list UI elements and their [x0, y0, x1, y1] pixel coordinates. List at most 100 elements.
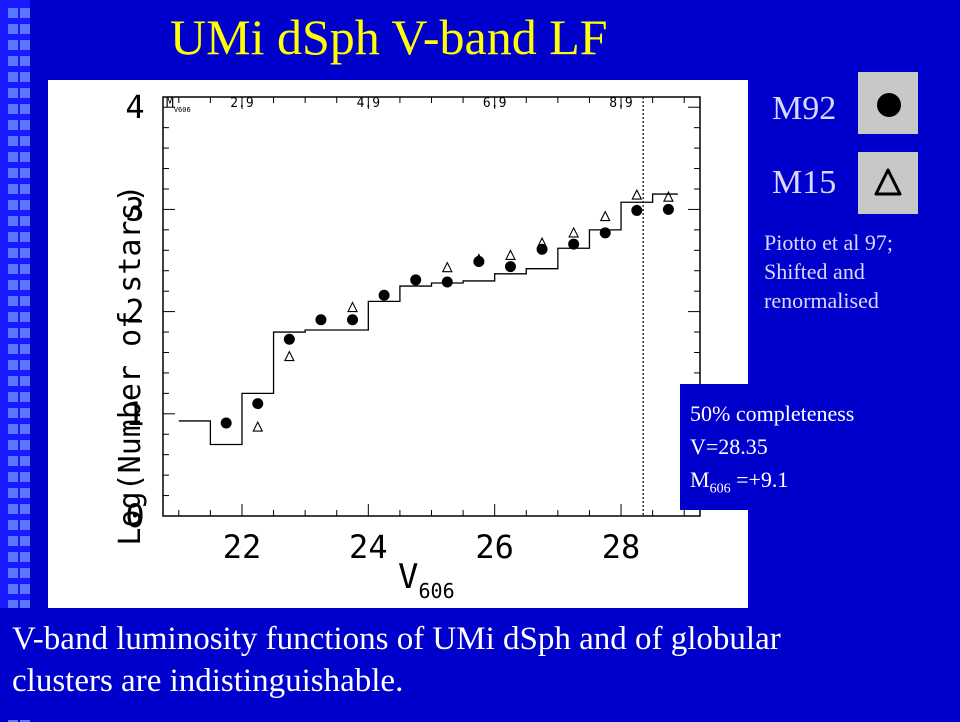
top-axis-label-sub: V606	[174, 106, 191, 114]
top-tick-label: 2.9	[230, 96, 253, 111]
top-axis-label-main: M	[166, 96, 174, 111]
open-triangle-icon	[874, 168, 902, 196]
m15-point	[536, 236, 548, 248]
sidebar-square	[8, 120, 18, 130]
sidebar-square	[20, 456, 30, 466]
caption-text: V-band luminosity functions of UMi dSph …	[0, 608, 862, 720]
sidebar-square	[20, 40, 30, 50]
sidebar-square	[20, 184, 30, 194]
sidebar-square	[20, 232, 30, 242]
m92-point	[441, 276, 453, 288]
sidebar-square	[8, 136, 18, 146]
sidebar-square	[8, 72, 18, 82]
sidebar-square	[20, 168, 30, 178]
y-tick-label: 4	[125, 88, 144, 126]
m92-point	[631, 204, 643, 216]
sidebar-square	[20, 264, 30, 274]
sidebar-square	[8, 8, 18, 18]
sidebar-square	[8, 104, 18, 114]
m92-point	[252, 398, 264, 410]
sidebar-square	[20, 104, 30, 114]
luminosity-function-chart: 22 24 26 28 0 1 2 3 4 2.9 4.9 6.9 8.9 Log(Number of …	[113, 88, 701, 603]
sidebar-square	[20, 584, 30, 594]
sidebar-square	[20, 24, 30, 34]
top-tick-label: 4.9	[357, 96, 380, 111]
axes: 22 24 26 28 0 1 2 3 4 2.9 4.9 6.9 8.9	[125, 88, 701, 566]
sidebar-square	[8, 568, 18, 578]
sidebar-square	[8, 440, 18, 450]
x-tick-label: 28	[602, 528, 641, 566]
m92-point	[410, 274, 422, 286]
sidebar-square	[8, 248, 18, 258]
sidebar-square	[20, 568, 30, 578]
sidebar-square	[20, 136, 30, 146]
x-axis-label: V606	[398, 557, 455, 603]
y-tick-label: 2	[125, 293, 144, 331]
y-axis-label: Log(Number of stars)	[113, 184, 148, 545]
sidebar-square	[8, 88, 18, 98]
sidebar-square	[20, 200, 30, 210]
completeness-line-3: M606 =+9.1	[690, 463, 960, 505]
filled-circle-icon	[877, 93, 901, 117]
m92-point	[315, 314, 327, 326]
m15-point	[505, 249, 516, 260]
sidebar-square	[8, 392, 18, 402]
data-marks	[178, 97, 678, 516]
m15-point	[663, 190, 674, 202]
sidebar-square	[20, 424, 30, 434]
m15-point	[283, 350, 295, 362]
sidebar-square	[20, 248, 30, 258]
sidebar-square	[8, 408, 18, 418]
completeness-m: M	[690, 467, 710, 492]
sidebar-square	[20, 312, 30, 322]
sidebar-square	[8, 216, 18, 226]
sidebar-square	[20, 600, 30, 610]
m92-point	[599, 227, 611, 239]
sidebar-square	[20, 328, 30, 338]
sidebar-square	[8, 152, 18, 162]
x-tick-label: 22	[223, 528, 262, 566]
y-tick-label: 3	[125, 190, 144, 228]
sidebar-square	[20, 360, 30, 370]
completeness-line-1: 50% completeness	[690, 401, 855, 426]
sidebar-square	[8, 424, 18, 434]
sidebar-square	[20, 504, 30, 514]
sidebar-square	[8, 184, 18, 194]
x-tick-label: 26	[475, 528, 514, 566]
legend-marker-m92	[858, 72, 918, 134]
sidebar-square	[8, 296, 18, 306]
sidebar-square	[20, 472, 30, 482]
sidebar-square	[20, 56, 30, 66]
m15-point	[473, 253, 485, 265]
m92-point	[378, 289, 390, 301]
m15-point	[568, 226, 580, 238]
plot-frame	[162, 96, 701, 517]
sidebar-square	[8, 536, 18, 546]
m92-point	[568, 238, 580, 250]
sidebar-square	[20, 296, 30, 306]
sidebar-square	[8, 584, 18, 594]
sidebar-square	[8, 328, 18, 338]
sidebar-square	[8, 520, 18, 530]
m92-point	[536, 243, 548, 255]
sidebar-square	[20, 552, 30, 562]
sidebar-square	[20, 120, 30, 130]
chart-panel: 22 24 26 28 0 1 2 3 4 2.9 4.9 6.9 8.9 Log(Number of …	[48, 80, 748, 608]
sidebar-square	[8, 456, 18, 466]
slide-title: UMi dSph V-band LF	[170, 9, 608, 65]
sidebar-square	[8, 200, 18, 210]
sidebar-square	[8, 56, 18, 66]
sidebar-square	[8, 488, 18, 498]
m15-point	[347, 301, 358, 313]
sidebar-square	[20, 392, 30, 402]
completeness-m-sub: 606	[709, 481, 731, 497]
sidebar-square	[20, 8, 30, 18]
m92-point	[283, 333, 295, 345]
m15-point	[599, 210, 611, 222]
sidebar-square	[20, 72, 30, 82]
m15-point	[252, 420, 264, 432]
m92-point	[504, 261, 516, 273]
m15-point	[441, 261, 453, 273]
m15-point	[631, 188, 643, 200]
top-tick-label: 8.9	[609, 96, 632, 111]
